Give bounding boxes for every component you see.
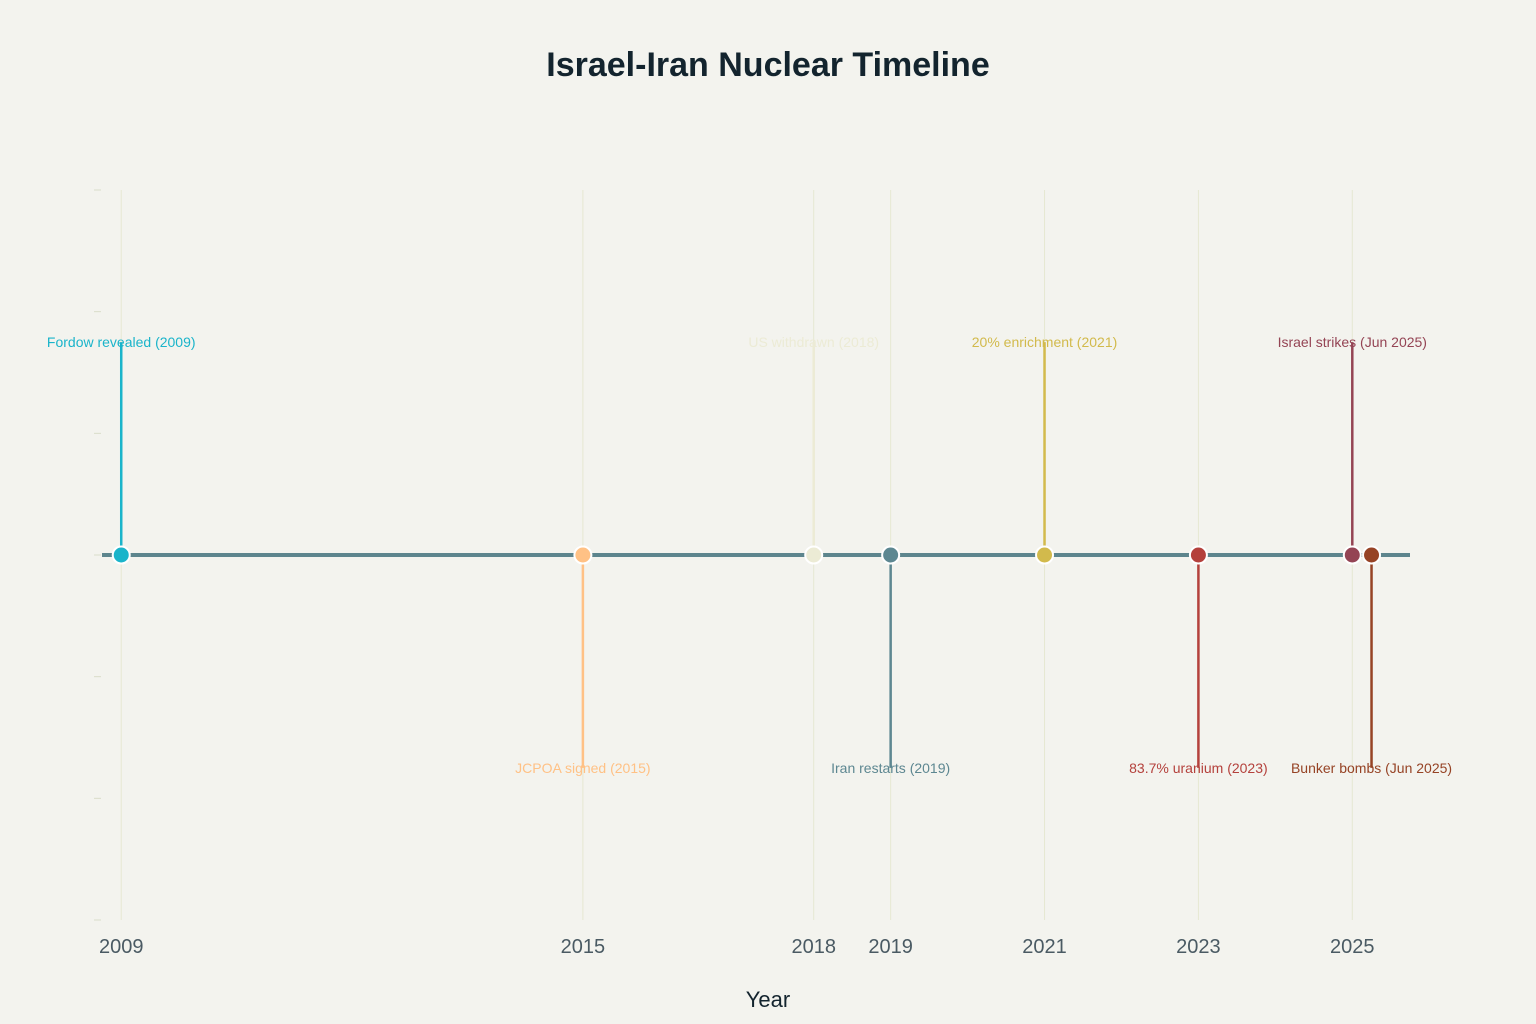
event-labels: Fordow revealed (2009) JCPOA signed (2015… <box>47 334 1452 776</box>
event-stems <box>119 342 1373 768</box>
event-marker-5 <box>1188 545 1208 565</box>
x-tick-label-2009: 2009 <box>99 936 144 958</box>
x-tick-label-2018: 2018 <box>791 936 836 958</box>
event-marker-7 <box>1362 545 1382 565</box>
event-marker-2 <box>804 545 824 565</box>
x-tick-label-2023: 2023 <box>1176 936 1221 958</box>
event-label-4: 20% enrichment (2021) <box>972 334 1118 350</box>
event-label-7: Bunker bombs (Jun 2025) <box>1291 760 1452 776</box>
x-tick-label-2015: 2015 <box>561 936 606 958</box>
x-tick-label-2019: 2019 <box>868 936 913 958</box>
x-tick-label-2025: 2025 <box>1330 936 1375 958</box>
event-label-2: US withdrawn (2018) <box>748 334 879 350</box>
event-label-5: 83.7% uranium (2023) <box>1129 760 1268 776</box>
event-markers <box>111 545 1382 565</box>
event-marker-6 <box>1342 545 1362 565</box>
x-tick-label-2021: 2021 <box>1022 936 1067 958</box>
event-marker-3 <box>881 545 901 565</box>
event-marker-0 <box>111 545 131 565</box>
event-label-3: Iran restarts (2019) <box>831 760 950 776</box>
x-axis-title: Year <box>746 987 790 1012</box>
event-label-6: Israel strikes (Jun 2025) <box>1278 334 1427 350</box>
y-axis-ticks <box>94 189 101 921</box>
chart-title: Israel-Iran Nuclear Timeline <box>546 46 989 84</box>
event-marker-1 <box>573 545 593 565</box>
event-label-0: Fordow revealed (2009) <box>47 334 196 350</box>
event-marker-4 <box>1035 545 1055 565</box>
x-axis-tick-labels: 2009 2015 2018 2019 2021 2023 2025 <box>99 936 1375 958</box>
event-label-1: JCPOA signed (2015) <box>515 760 650 776</box>
